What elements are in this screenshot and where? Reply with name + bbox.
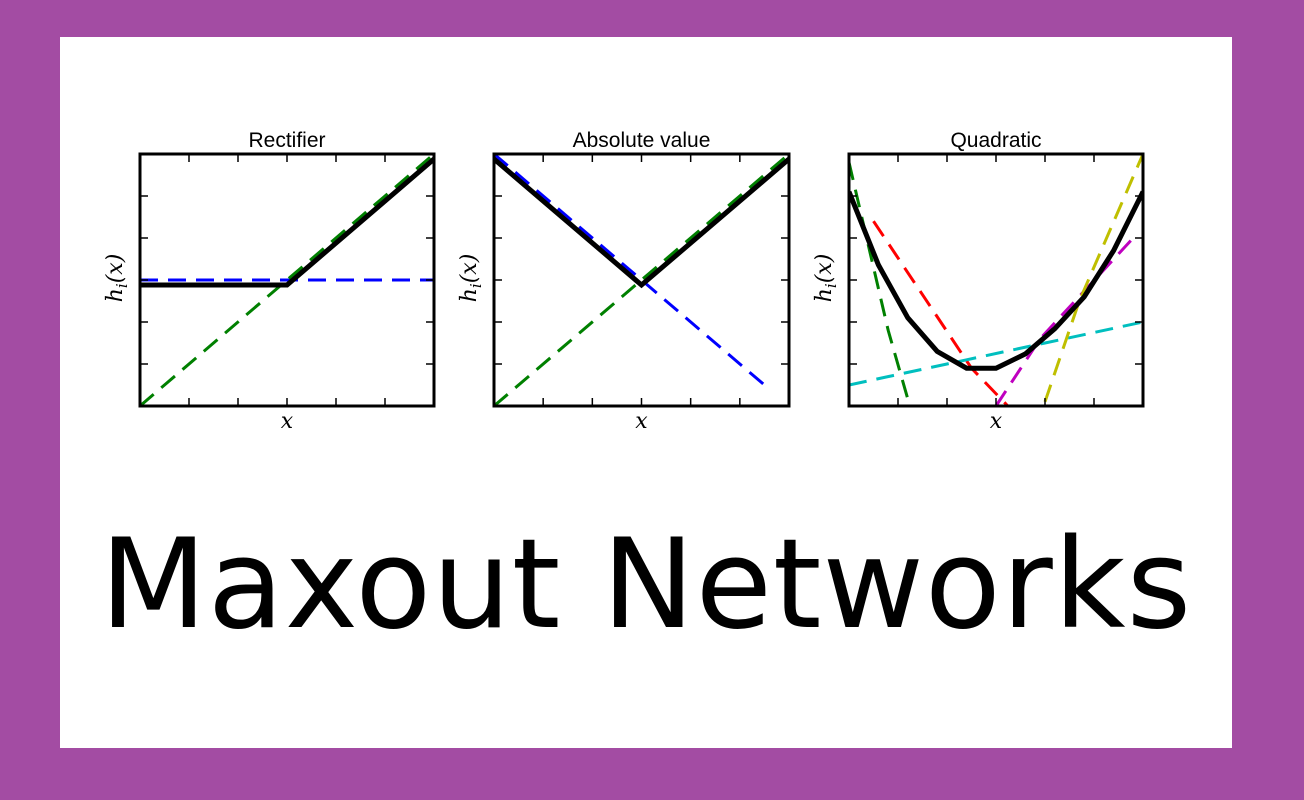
chart-title: Quadratic xyxy=(950,129,1041,152)
maxout-line xyxy=(140,157,434,288)
x-axis-label: x xyxy=(635,409,648,434)
chart-panel-2: Absolute value x hi(x) xyxy=(457,129,791,434)
y-axis-label: hi(x) xyxy=(812,254,840,303)
chart-series-group xyxy=(494,154,789,406)
chart-series-group xyxy=(849,154,1143,406)
y-axis-label: hi(x) xyxy=(457,254,485,303)
page-title: Maxout Networks xyxy=(99,513,1193,657)
affine-line-1 xyxy=(494,154,769,389)
chart-title: Rectifier xyxy=(248,129,325,152)
affine-line-2 xyxy=(494,154,789,406)
chart-title: Absolute value xyxy=(573,129,711,152)
axis-ticks xyxy=(140,154,434,406)
axis-ticks xyxy=(494,154,789,406)
affine-line-2 xyxy=(872,220,1009,406)
affine-line-5 xyxy=(1043,154,1143,403)
axis-ticks xyxy=(849,154,1143,406)
chart-panel-1: Rectifier x hi(x) xyxy=(103,129,436,434)
maxout-line xyxy=(849,190,1143,371)
x-axis-label: x xyxy=(990,409,1003,434)
affine-line-4 xyxy=(994,236,1135,406)
affine-line-3 xyxy=(849,320,1143,387)
affine-line-1 xyxy=(849,162,912,406)
x-axis-label: x xyxy=(281,409,294,434)
chart-panel-3: Quadratic x hi(x) xyxy=(812,129,1145,434)
affine-line-2 xyxy=(140,154,434,406)
chart-series-group xyxy=(140,154,434,406)
y-axis-label: hi(x) xyxy=(103,254,131,303)
maxout-line xyxy=(494,157,789,289)
